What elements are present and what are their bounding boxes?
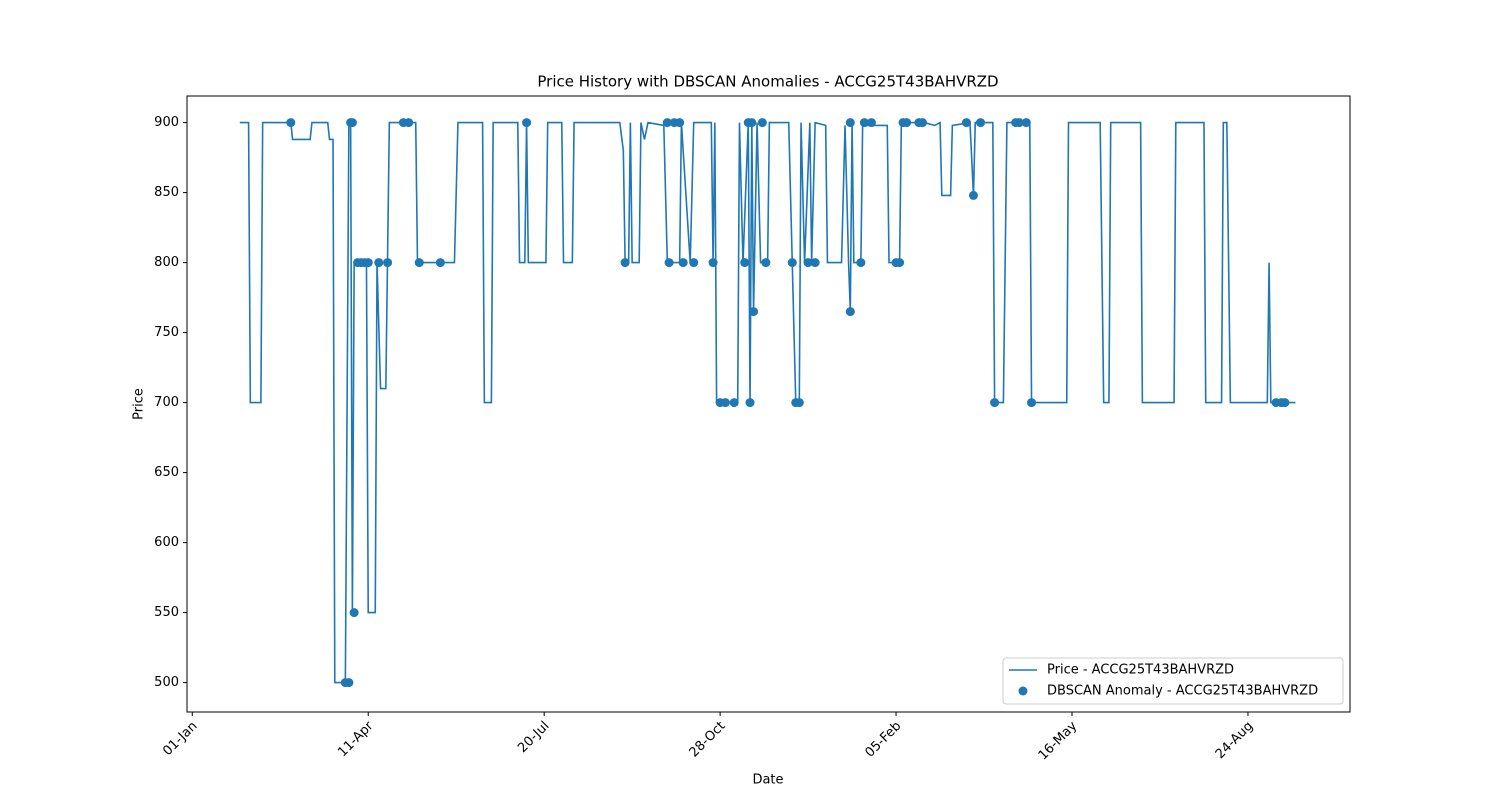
anomaly-point [990,398,1000,408]
anomaly-point [976,118,986,128]
y-tick-label: 800 [154,255,179,270]
y-tick-label: 750 [154,325,179,340]
chart-title: Price History with DBSCAN Anomalies - AC… [537,73,998,91]
anomaly-point [761,258,771,268]
anomaly-point [286,118,296,128]
y-tick-label: 850 [154,185,179,200]
anomaly-point [349,608,359,618]
anomaly-point [404,118,414,128]
y-tick-label: 500 [154,675,179,690]
anomaly-point [866,118,876,128]
anomaly-point [1014,118,1024,128]
y-axis-label: Price [132,388,147,420]
anomaly-point [675,118,685,128]
anomaly-point [344,678,354,688]
anomaly-point [845,307,855,317]
legend-label: DBSCAN Anomaly - ACCG25T43BAHVRZD [1047,684,1318,699]
anomaly-point [747,118,757,128]
x-axis-label: Date [752,773,783,788]
anomaly-point [708,258,718,268]
anomaly-point [810,258,820,268]
anomaly-point [729,398,739,408]
legend-box [1002,657,1344,705]
anomaly-point [363,258,373,268]
anomaly-point [347,118,357,128]
anomaly-point [1021,118,1031,128]
y-tick-label: 900 [154,115,179,130]
y-tick-label: 650 [154,465,179,480]
anomaly-point [757,118,767,128]
anomaly-point [740,258,750,268]
anomaly-point [845,118,855,128]
anomaly-point [961,118,971,128]
anomaly-point [662,118,672,128]
anomaly-point [435,258,445,268]
anomaly-point [414,258,424,268]
legend: Price - ACCG25T43BAHVRZD DBSCAN Anomaly -… [1002,657,1344,705]
anomaly-point [968,190,978,200]
anomaly-point [803,258,813,268]
anomaly-point [383,258,393,268]
anomaly-point [664,258,674,268]
anomaly-point [522,118,532,128]
anomaly-point [859,118,869,128]
anomaly-point [917,118,927,128]
anomaly-point [678,258,688,268]
anomaly-point [1027,398,1037,408]
anomaly-point [620,258,630,268]
anomaly-point [902,118,912,128]
y-tick-label: 600 [154,535,179,550]
anomaly-point [895,258,905,268]
anomaly-point [856,258,866,268]
anomaly-point [689,258,699,268]
plot-frame [186,95,1351,713]
anomaly-point [374,258,384,268]
anomaly-point [787,258,797,268]
y-tick-label: 700 [154,395,179,410]
legend-label: Price - ACCG25T43BAHVRZD [1047,663,1234,678]
y-tick-label: 550 [154,605,179,620]
anomaly-point [745,398,755,408]
anomaly-point [1280,398,1290,408]
anomaly-point [794,398,804,408]
legend-marker [1018,686,1028,696]
anomaly-point [749,307,759,317]
anomaly-point [720,398,730,408]
